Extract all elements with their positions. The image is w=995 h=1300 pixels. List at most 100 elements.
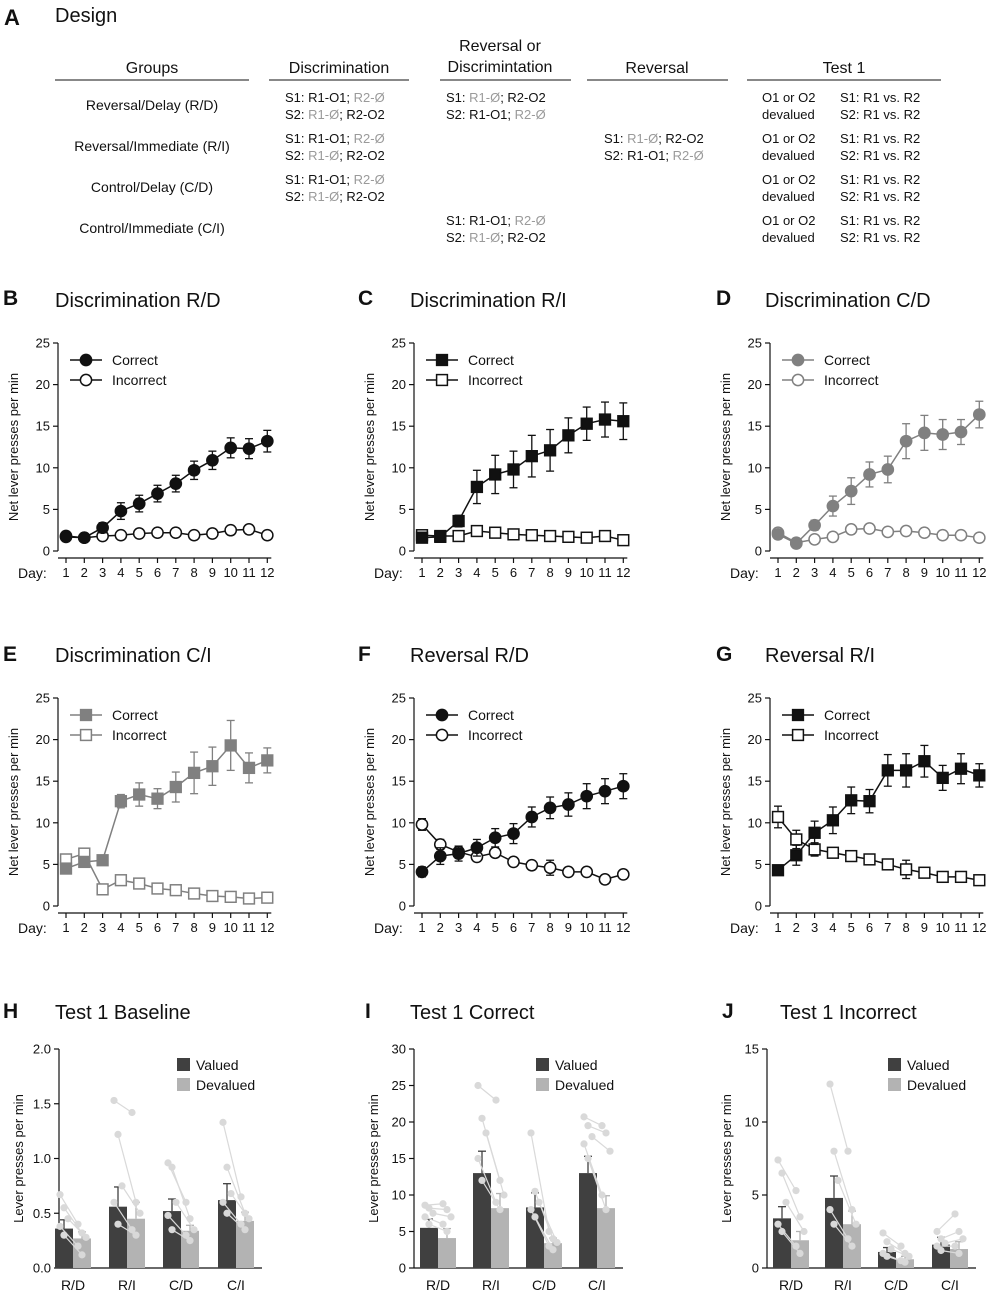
data-point [415,865,429,879]
data-point [808,518,821,532]
data-point [826,499,840,513]
data-point [489,468,502,481]
y-tick-label: 0 [755,899,762,914]
y-tick-label: 20 [36,732,50,747]
x-tick-label: 12 [260,565,274,580]
test-choice: S2: R1 vs. R2 [840,230,920,245]
x-tick-label: 6 [154,565,161,580]
y-tick-label: 10 [745,1115,759,1130]
y-tick-label: 15 [392,1151,406,1166]
y-tick-label: 5 [399,857,406,872]
x-tick-label: 1 [418,565,425,580]
data-point [489,526,502,539]
data-point [881,525,895,539]
subject-dot [500,1191,508,1199]
subject-dot [852,1220,860,1228]
data-point [452,847,465,860]
x-tick-label: 11 [598,565,612,580]
subject-dot [588,1133,596,1141]
data-point [562,530,575,544]
data-point [954,528,968,542]
y-axis-label: Lever presses per min [366,1094,381,1223]
subject-dot [848,1242,856,1250]
subject-dot [844,1147,852,1155]
data-point [187,463,201,477]
subject-line [171,1167,191,1219]
bar-devalued [950,1249,968,1268]
data-point [918,426,931,440]
contingency-part: S1: R1-O1; [285,90,354,105]
subject-dot [429,1209,437,1217]
subject-dot [219,1198,227,1206]
data-point [242,442,256,456]
x-tick-label: 5 [136,920,143,935]
contingency-part: S1: [446,90,469,105]
y-tick-label: 1.0 [33,1151,51,1166]
bar-group [579,1113,615,1268]
subject-dot [114,1130,122,1139]
contingency-part: R2-Ø [515,107,546,122]
x-tick-label: 1 [774,565,781,580]
subject-dot [879,1229,887,1237]
subject-dot [535,1198,543,1206]
subject-line [481,1180,501,1210]
test-outcome: devalued [762,189,815,204]
subject-line [226,1212,246,1231]
data-point [260,528,274,542]
bar-group [878,1229,914,1268]
subject-line [781,1231,801,1254]
legend-marker [791,708,805,722]
contingency-part: R2-Ø [354,90,385,105]
subject-dot [443,1227,451,1236]
subject-dot [606,1147,614,1155]
x-tick-label: 2 [81,920,88,935]
subject-dot [527,1206,535,1214]
test-choice: S2: R1 vs. R2 [840,189,920,204]
x-tick-label: 9 [565,920,572,935]
subject-dot [237,1220,245,1228]
x-axis-label: Day: [730,565,759,581]
x-tick-label: 10 [935,565,949,580]
contingency-line: S1: R1-O1; R2-Ø [285,90,385,105]
subject-dot [584,1122,592,1130]
data-point [169,884,182,897]
data-point [936,528,950,542]
x-tick-label: 12 [616,565,630,580]
contingency-line: S1: R1-Ø; R2-O2 [446,90,546,105]
x-tick-label: 1 [774,920,781,935]
test-outcome: O1 or O2 [762,131,815,146]
x-tick-label: 2 [437,920,444,935]
x-tick-label: 7 [172,920,179,935]
contingency-line: S2: R1-O1; R2-Ø [446,107,546,122]
x-tick-label: C/I [941,1277,959,1293]
x-tick-label: 2 [793,565,800,580]
panel-label: I [365,1000,371,1023]
series-incorrect [415,817,630,886]
test-outcome: O1 or O2 [762,213,815,228]
chart-title: Discrimination R/D [55,290,221,312]
subject-line [781,1172,801,1218]
data-point [169,477,183,490]
data-point [242,892,256,905]
subject-line [121,1185,141,1214]
test-choice: S2: R1 vs. R2 [840,107,920,122]
bar-devalued [491,1208,509,1268]
subject-dot [227,1189,235,1198]
x-tick-label: 7 [528,920,535,935]
data-point [580,417,593,430]
subject-dot [580,1140,588,1148]
y-tick-label: 25 [392,336,406,351]
contingency-part: R2-Ø [673,148,704,163]
data-point [415,818,429,831]
y-tick-label: 15 [748,774,762,789]
legend-label: Incorrect [824,372,879,388]
x-tick-label: 12 [616,920,630,935]
subject-line [477,1158,497,1203]
series-line [777,816,980,881]
series-line [421,530,624,541]
subject-line [113,1201,133,1231]
chart-panel-i: I Test 1 Correct 0 5 10 15 20 25 30 Lever presses… [365,1000,623,1293]
y-tick-label: 10 [36,460,50,475]
